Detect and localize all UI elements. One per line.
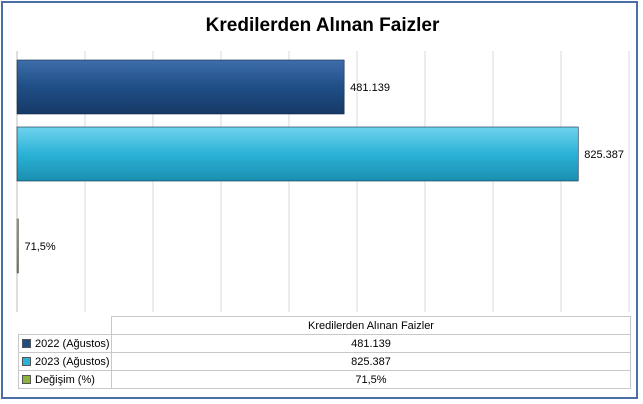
table-value-change: 71,5%: [111, 370, 631, 389]
plot-area: 481.139 825.387 71,5%: [16, 51, 630, 312]
data-table-header: Kredilerden Alınan Faizler: [111, 316, 631, 335]
bar-0: [16, 59, 345, 115]
bar-1: [16, 126, 579, 182]
legend-key-2022: 2022 (Ağustos): [18, 334, 112, 353]
chart-title: Kredilerden Alınan Faizler: [205, 15, 440, 36]
data-table: Kredilerden Alınan Faizler 2022 (Ağustos…: [18, 316, 631, 389]
legend-label-2022: 2022 (Ağustos): [35, 337, 110, 350]
legend-swatch-change: [22, 375, 31, 385]
legend-label-2023: 2023 (Ağustos): [35, 355, 110, 368]
bar-2: [16, 218, 19, 274]
data-label-0: 481.139: [350, 82, 390, 94]
table-value-2023: 825.387: [111, 352, 631, 371]
legend-swatch-2022: [22, 339, 31, 349]
table-value-2022: 481.139: [111, 334, 631, 353]
chart-frame: Kredilerden Alınan Faizler 481.139 825.38…: [1, 1, 638, 399]
legend-key-2023: 2023 (Ağustos): [18, 352, 112, 371]
legend-key-change: Değişim (%): [18, 370, 112, 389]
table-row: Değişim (%) 71,5%: [18, 370, 631, 389]
table-row: 2022 (Ağustos) 481.139: [18, 334, 631, 353]
legend-label-change: Değişim (%): [35, 373, 95, 386]
data-table-corner: [18, 316, 112, 335]
data-label-2: 71,5%: [25, 241, 56, 253]
data-label-1: 825.387: [584, 149, 624, 161]
data-table-header-row: Kredilerden Alınan Faizler: [18, 316, 631, 335]
table-row: 2023 (Ağustos) 825.387: [18, 352, 631, 371]
legend-swatch-2023: [22, 357, 31, 367]
